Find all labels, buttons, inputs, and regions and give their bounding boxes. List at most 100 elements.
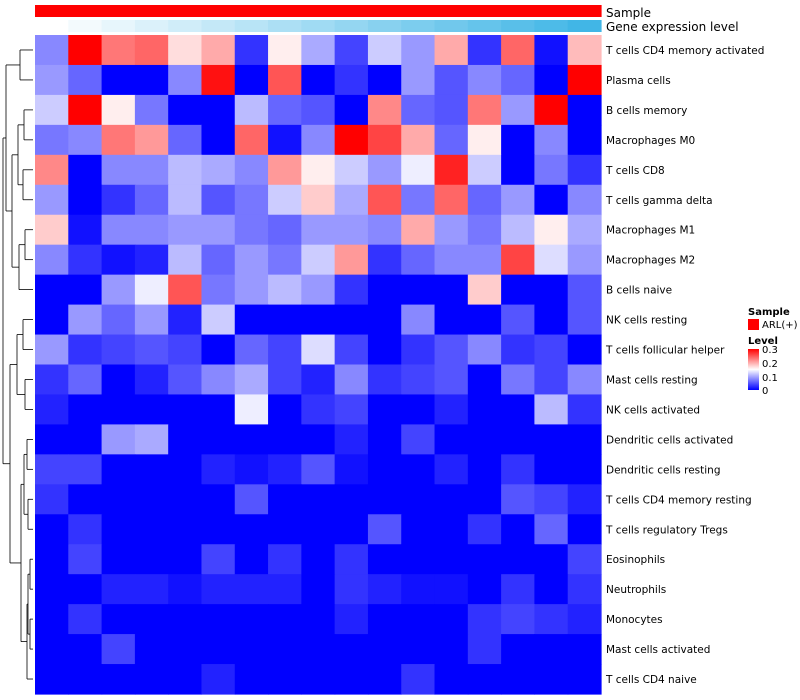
heatmap-cell-r11-c1 — [68, 364, 103, 396]
heatmap-cell-r9-c7 — [268, 304, 302, 336]
heatmap-cell-r15-c9 — [334, 484, 369, 515]
heatmap-cell-r18-c4 — [168, 574, 203, 605]
heatmap-cell-r14-c1 — [68, 454, 103, 485]
heatmap-cell-r16-c6 — [234, 514, 269, 545]
heatmap-cell-r14-c6 — [234, 454, 269, 485]
heatmap-cell-r2-c0 — [35, 94, 69, 126]
heatmap-cell-r10-c1 — [68, 334, 103, 366]
heatmap-cell-r5-c4 — [168, 184, 203, 216]
row-label: Macrophages M1 — [606, 225, 695, 237]
sample-annotation-cell — [334, 5, 369, 17]
heatmap-cell-r5-c10 — [367, 184, 402, 216]
heatmap-cell-r6-c14 — [501, 214, 536, 246]
heatmap-cell-r1-c9 — [334, 64, 369, 96]
heatmap-cell-r16-c8 — [301, 514, 336, 545]
heatmap-cell-r7-c14 — [501, 244, 536, 276]
heatmap-cell-r18-c8 — [301, 574, 336, 605]
heatmap-cell-r18-c12 — [434, 574, 469, 605]
heatmap-cell-r11-c16 — [567, 364, 602, 396]
heatmap-cell-r9-c3 — [134, 304, 169, 336]
heatmap-cell-r20-c1 — [68, 634, 103, 665]
heatmap-cell-r16-c11 — [401, 514, 436, 545]
heatmap-cell-r6-c2 — [101, 214, 136, 246]
heatmap-cell-r12-c9 — [334, 394, 369, 425]
heatmap-cell-r19-c8 — [301, 604, 336, 635]
heatmap-cell-r16-c12 — [434, 514, 469, 545]
heatmap-cell-r3-c9 — [334, 124, 369, 156]
row-label: NK cells resting — [606, 315, 687, 327]
heatmap-cell-r15-c3 — [134, 484, 169, 515]
heatmap-cell-r19-c14 — [501, 604, 536, 635]
heatmap-cell-r3-c13 — [467, 124, 502, 156]
heatmap-cell-r12-c6 — [234, 394, 269, 425]
heatmap-cell-r12-c11 — [401, 394, 436, 425]
heatmap-cell-r0-c8 — [301, 35, 336, 66]
heatmap-cell-r8-c16 — [567, 274, 602, 306]
heatmap-cell-r5-c14 — [501, 184, 536, 216]
heatmap-cell-r10-c15 — [534, 334, 569, 366]
heatmap-cell-r20-c4 — [168, 634, 203, 665]
heatmap-cell-r20-c0 — [35, 634, 69, 665]
heatmap-cell-r16-c14 — [501, 514, 536, 545]
heatmap-cell-r2-c14 — [501, 94, 536, 126]
heatmap-cell-r8-c10 — [367, 274, 402, 306]
row-label: T cells follicular helper — [605, 345, 725, 357]
row-label: Plasma cells — [606, 75, 671, 87]
heatmap-cell-r11-c15 — [534, 364, 569, 396]
heatmap-cell-r9-c1 — [68, 304, 103, 336]
heatmap-cell-r3-c14 — [501, 124, 536, 156]
sample-annotation-cell — [168, 5, 203, 17]
heatmap-cell-r6-c16 — [567, 214, 602, 246]
legend-tick-0.3: 0.3 — [762, 345, 778, 356]
sample-annotation-cell — [467, 5, 502, 17]
heatmap-cell-r1-c3 — [134, 64, 169, 96]
heatmap-cell-r9-c2 — [101, 304, 136, 336]
expression-annotation-cell — [68, 20, 103, 32]
heatmap-cell-r2-c12 — [434, 94, 469, 126]
heatmap-cell-r11-c12 — [434, 364, 469, 396]
heatmap-cell-r6-c3 — [134, 214, 169, 246]
sample-annotation-cell — [367, 5, 402, 17]
heatmap-cell-r7-c13 — [467, 244, 502, 276]
heatmap-cell-r8-c13 — [467, 274, 502, 306]
heatmap-cell-r5-c16 — [567, 184, 602, 216]
heatmap-cell-r7-c11 — [401, 244, 436, 276]
heatmap-cell-r7-c6 — [234, 244, 269, 276]
heatmap-cell-r4-c5 — [201, 154, 236, 186]
heatmap-cell-r8-c2 — [101, 274, 136, 306]
heatmap-cell-r1-c8 — [301, 64, 336, 96]
heatmap-cell-r2-c8 — [301, 94, 336, 126]
row-label: Macrophages M2 — [606, 255, 695, 267]
heatmap-cell-r2-c10 — [367, 94, 402, 126]
row-labels: T cells CD4 memory activated Plasma cells… — [605, 45, 764, 686]
heatmap-cell-r9-c11 — [401, 304, 436, 336]
heatmap-cell-r17-c0 — [35, 544, 69, 575]
heatmap-cell-r3-c5 — [201, 124, 236, 156]
heatmap-cell-r1-c14 — [501, 64, 536, 96]
expression-annotation-cell — [101, 20, 136, 32]
heatmap-cell-r7-c4 — [168, 244, 203, 276]
heatmap-cell-r16-c2 — [101, 514, 136, 545]
heatmap-cell-r14-c3 — [134, 454, 169, 485]
heatmap-cell-r13-c12 — [434, 424, 469, 455]
heatmap-cell-r5-c8 — [301, 184, 336, 216]
expression-annotation-cell — [334, 20, 369, 32]
heatmap-cell-r7-c12 — [434, 244, 469, 276]
heatmap-cell-r6-c15 — [534, 214, 569, 246]
heatmap-cell-r2-c4 — [168, 94, 203, 126]
annotation-labels: Sample Gene expression level — [606, 6, 739, 34]
heatmap-cell-r3-c8 — [301, 124, 336, 156]
heatmap-cell-r10-c3 — [134, 334, 169, 366]
heatmap-cell-r10-c12 — [434, 334, 469, 366]
heatmap-cell-r18-c10 — [367, 574, 402, 605]
heatmap-cell-r14-c15 — [534, 454, 569, 485]
heatmap-cell-r3-c3 — [134, 124, 169, 156]
heatmap-cell-r21-c7 — [268, 664, 302, 695]
heatmap-cell-r19-c11 — [401, 604, 436, 635]
heatmap-cell-r12-c4 — [168, 394, 203, 425]
heatmap-cell-r4-c1 — [68, 154, 103, 186]
heatmap-cell-r9-c14 — [501, 304, 536, 336]
heatmap-cell-r20-c10 — [367, 634, 402, 665]
legend-tick-0: 0 — [762, 386, 768, 397]
expression-annotation-cell — [501, 20, 536, 32]
